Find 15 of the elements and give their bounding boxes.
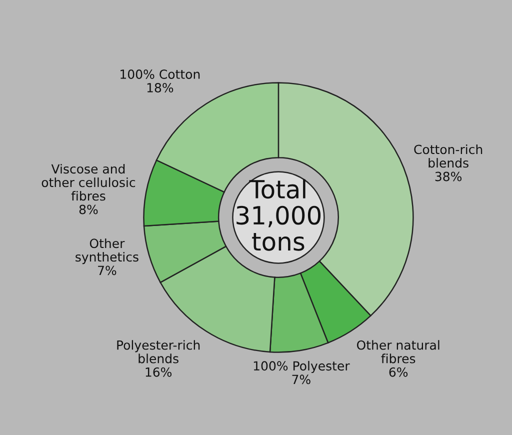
data-label: 7%	[98, 266, 116, 276]
text: Total 31,000 tons	[236, 179, 321, 251]
slice-label: 100% Cotton	[120, 69, 200, 79]
data-label: 16%	[146, 367, 172, 377]
slice-label: Other natural fibres	[356, 340, 440, 364]
slice-label: Viscose and other cellulosic fibres	[42, 164, 136, 201]
data-label: 38%	[435, 172, 462, 182]
slice-label: Polyester-rich blends	[117, 340, 200, 364]
data-label: 18%	[147, 83, 174, 92]
data-label: 6%	[389, 367, 408, 377]
slice-label: 100% Polyester	[254, 360, 350, 374]
slice-label: Cotton-rich blends	[414, 144, 482, 168]
slice-label: Other synthetics	[76, 238, 138, 264]
data-label: 7%	[292, 374, 310, 384]
data-label: 8%	[79, 204, 98, 214]
